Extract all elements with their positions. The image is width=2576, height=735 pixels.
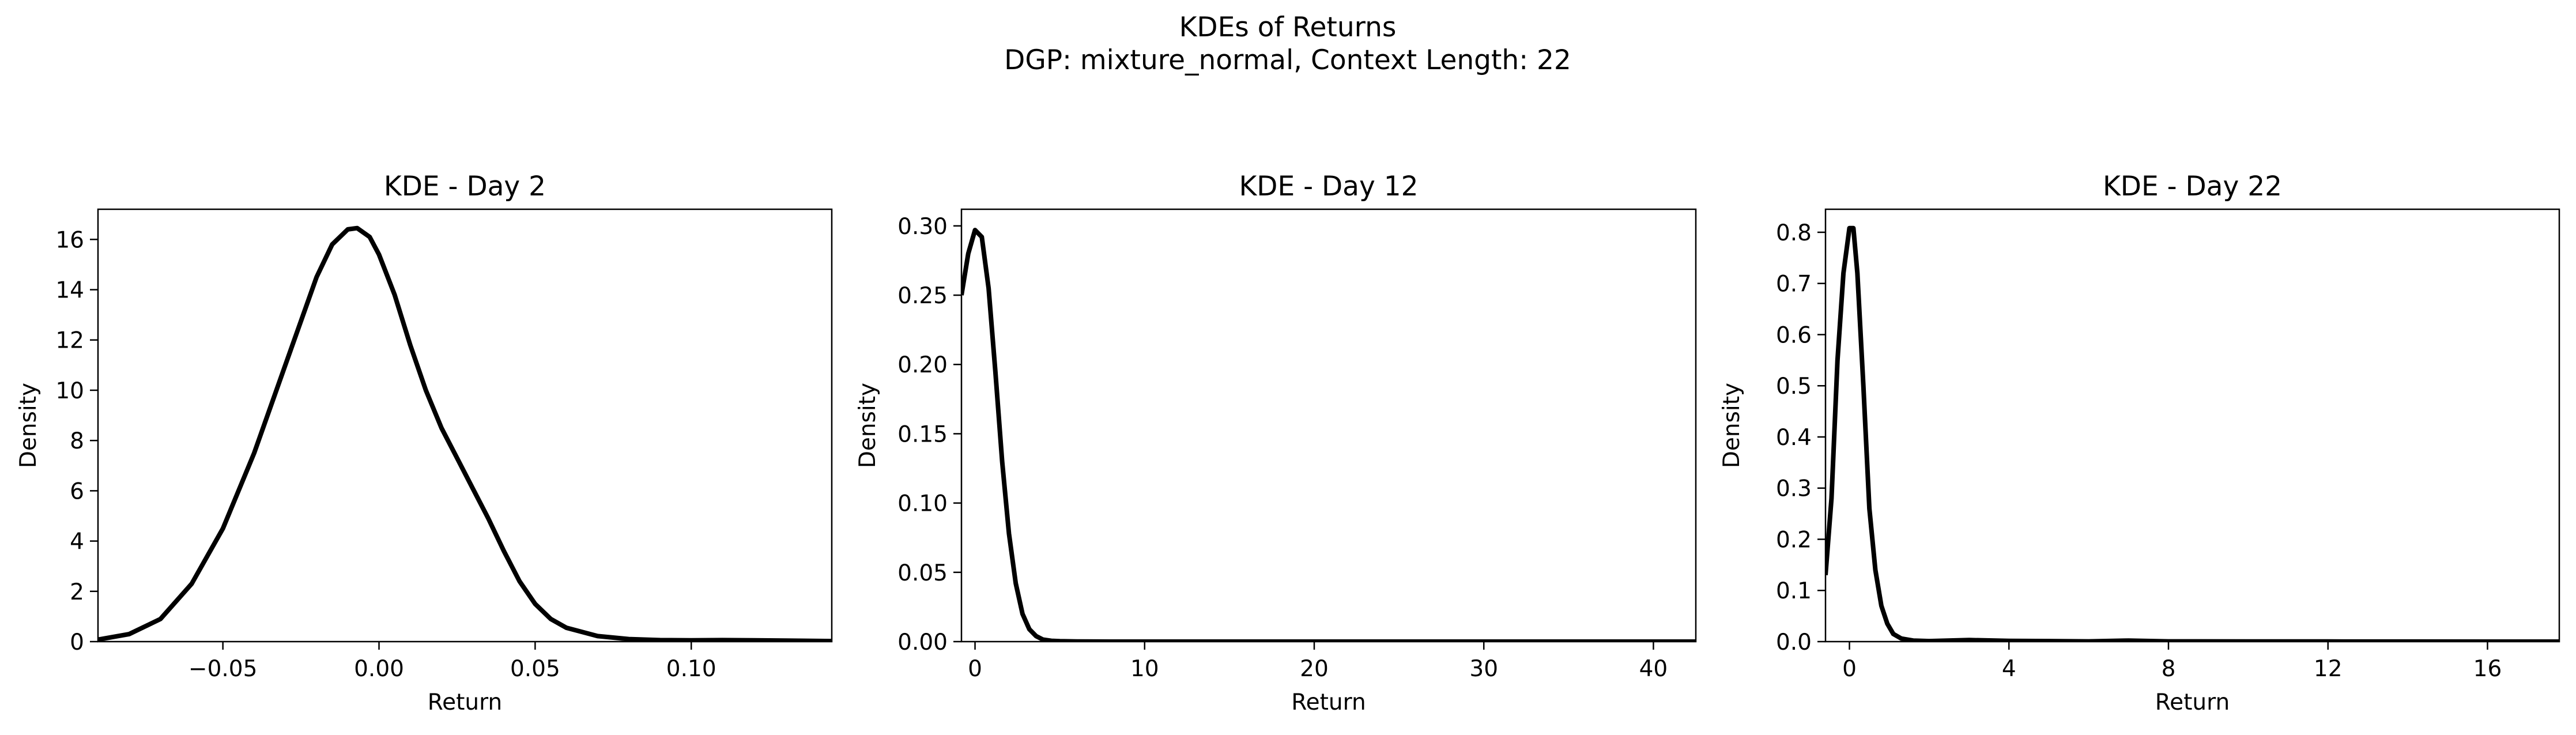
y-tick-label: 0.05 — [897, 560, 948, 586]
y-tick-label: 0.8 — [1776, 220, 1812, 246]
x-tick-label: 0.05 — [510, 656, 560, 682]
y-tick-label: 0.20 — [897, 352, 948, 378]
subplot-day-22: 0 4 8 12 16 0.0 0.1 0.2 0.3 0.4 0.5 0.6 0.7 0.8 KDE - … — [1719, 171, 2560, 715]
subplot-title: KDE - Day 12 — [1239, 171, 1418, 202]
kde-line-day-12 — [961, 228, 1696, 642]
y-tick-label: 0.6 — [1776, 322, 1812, 348]
x-tick-label: 12 — [2314, 656, 2343, 682]
y-axis-label: Density — [16, 383, 42, 468]
y-tick-label: 14 — [55, 278, 84, 304]
figure-suptitle-line2: DGP: mixture_normal, Context Length: 22 — [1004, 44, 1571, 76]
x-tick-label: 0.10 — [666, 656, 716, 682]
y-tick-label: 10 — [55, 378, 84, 404]
subplot-title: KDE - Day 2 — [384, 171, 546, 202]
y-tick-label: 16 — [55, 227, 84, 253]
x-tick-label: 4 — [2002, 656, 2016, 682]
axes-frame-day-2 — [97, 208, 833, 643]
axes-frame-day-22 — [1824, 208, 2560, 643]
x-axis-label: Return — [2155, 689, 2230, 715]
y-axis-label: Density — [1719, 383, 1745, 468]
x-tick-label: −0.05 — [188, 656, 258, 682]
x-tick-label: 8 — [2162, 656, 2176, 682]
y-tick-label: 12 — [55, 328, 84, 354]
x-tick-label: 0.00 — [354, 656, 404, 682]
y-tick-label: 0.30 — [897, 214, 948, 240]
y-tick-label: 8 — [70, 428, 84, 454]
x-tick-label: 10 — [1130, 656, 1159, 682]
subplot-day-2: −0.05 0.00 0.05 0.10 0 2 4 6 8 10 12 14 16 KDE - Day … — [16, 171, 833, 715]
subplot-day-12: 0 10 20 30 40 0.00 0.05 0.10 0.15 0.20 0.25 0.30 KDE… — [855, 171, 1697, 715]
x-tick-label: 0 — [968, 656, 982, 682]
y-tick-label: 0.25 — [897, 283, 948, 309]
y-tick-label: 0.2 — [1776, 527, 1812, 553]
y-tick-label: 0.4 — [1776, 425, 1812, 451]
x-axis-label: Return — [1291, 689, 1366, 715]
y-tick-label: 0.5 — [1776, 374, 1812, 399]
y-tick-label: 6 — [70, 478, 84, 504]
y-tick-label: 0.7 — [1776, 272, 1812, 297]
x-tick-label: 40 — [1639, 656, 1668, 682]
y-tick-label: 0.15 — [897, 421, 948, 447]
y-tick-label: 0.10 — [897, 491, 948, 517]
x-tick-label: 16 — [2473, 656, 2502, 682]
y-tick-label: 4 — [70, 529, 84, 555]
y-axis-label: Density — [855, 383, 881, 468]
y-tick-label: 0.0 — [1776, 630, 1812, 655]
y-tick-label: 0.00 — [897, 630, 948, 655]
figure-suptitle-line1: KDEs of Returns — [1179, 12, 1397, 43]
y-tick-label: 0 — [70, 630, 84, 655]
y-tick-label: 0.3 — [1776, 476, 1812, 502]
x-axis-label: Return — [428, 689, 502, 715]
y-tick-label: 2 — [70, 579, 84, 605]
x-tick-label: 0 — [1842, 656, 1857, 682]
subplot-title: KDE - Day 22 — [2103, 171, 2282, 202]
x-tick-label: 20 — [1300, 656, 1329, 682]
y-tick-label: 0.1 — [1776, 578, 1812, 604]
kde-line-day-2 — [98, 225, 832, 642]
x-tick-label: 30 — [1469, 656, 1498, 682]
axes-frame-day-12 — [960, 208, 1697, 643]
